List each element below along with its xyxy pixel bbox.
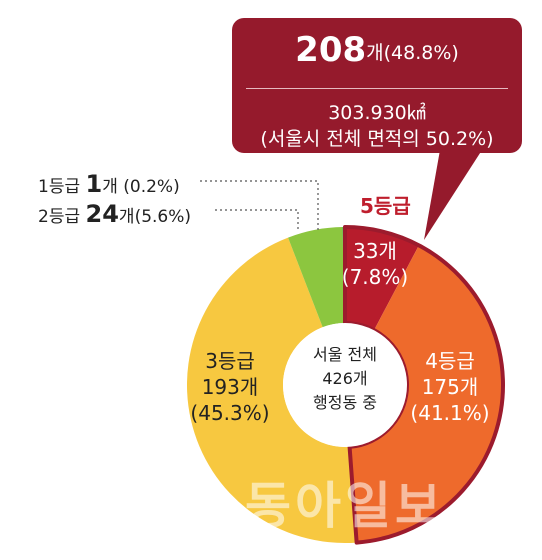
segment4-count: 175개 [421,375,479,399]
watermark: 동아일보 [245,477,445,535]
callout-pointer [424,150,482,240]
callout-count-unit: 개 [366,42,384,64]
legend-grade2-count: 24 [85,200,119,228]
legend-grade2-name: 2등급 [38,207,81,227]
legend-grade2-unit: 개 [118,207,135,227]
callout-divider [246,88,508,89]
segment3-count: 193개 [201,375,259,399]
center-summary: 서울 전체 426개 행정동 중 [290,343,400,415]
callout-area: 303.930㎢ [328,102,426,124]
segment4-grade: 4등급 [425,349,475,373]
donut-slice-3등급 [186,237,357,543]
callout-area-note: (서울시 전체 면적의 50.2%) [260,128,494,150]
leader-line-grade1 [200,180,319,230]
segment5-count: 33개 [353,239,397,263]
segment3-pct: (45.3%) [190,401,270,425]
callout-count: 208 [295,30,367,70]
segment5-label: 33개 (7.8%) [320,238,430,290]
segment5-pct: (7.8%) [341,265,409,289]
donut-slice-2등급 [288,227,345,328]
callout-headline: 208개(48.8%) [232,30,522,70]
donut-slice-5등급 [345,227,419,331]
leader-line-grade2 [215,209,299,232]
legend-grade1: 1등급 1개 (0.2%) [38,170,180,198]
donut-hole [283,323,407,447]
legend-grade1-name: 1등급 [38,177,81,197]
segment3-grade: 3등급 [205,349,255,373]
callout-share: (48.8%) [383,42,459,64]
center-line2: 426개 [322,369,368,388]
legend-grade1-unit: 개 [102,177,118,197]
grade5-label: 5등급 [360,194,411,218]
legend-grade1-count: 1 [85,170,103,198]
segment3-label: 3등급 193개 (45.3%) [170,348,290,426]
legend-grade2: 2등급 24개(5.6%) [38,200,191,228]
summary-callout: 208개(48.8%) 303.930㎢ (서울시 전체 면적의 50.2%) [232,18,522,153]
legend-grade1-pct: (0.2%) [117,177,180,197]
center-line3: 행정동 중 [313,393,377,412]
donut-slice-4등급 [349,245,504,543]
segment4-pct: (41.1%) [410,401,490,425]
center-line1: 서울 전체 [313,345,377,364]
segment4-label: 4등급 175개 (41.1%) [395,348,505,426]
legend-grade2-pct: (5.6%) [134,207,192,227]
